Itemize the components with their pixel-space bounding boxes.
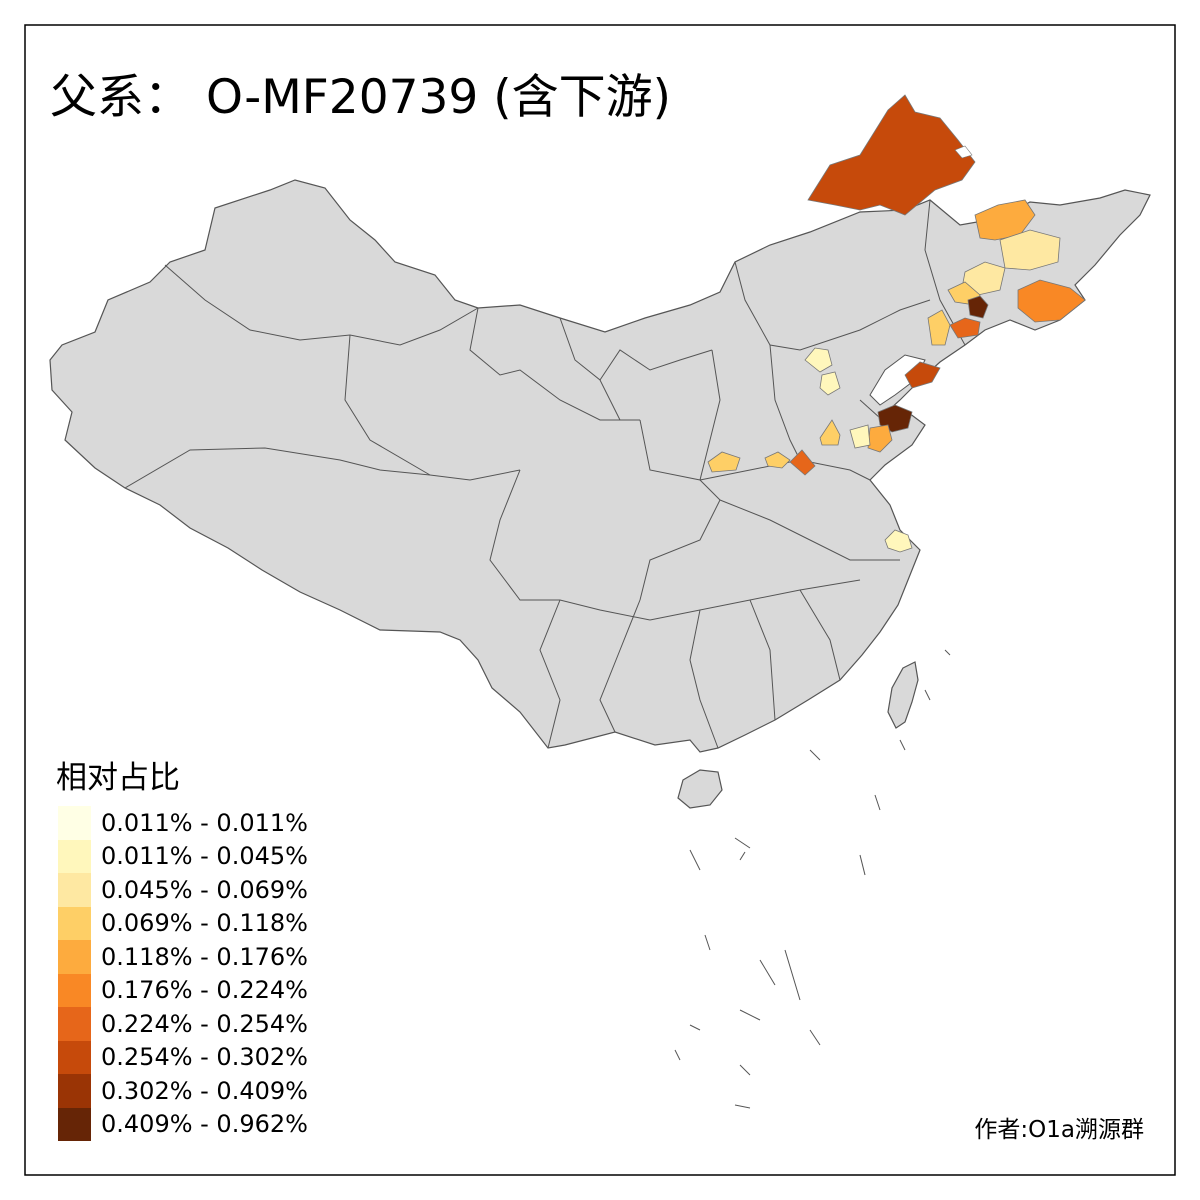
legend-swatch: [58, 940, 91, 974]
region-qiqihar: [974, 199, 1036, 241]
legend-label: 0.302% - 0.409%: [101, 1076, 308, 1105]
region-shenyang: [949, 317, 981, 339]
region-suzhou: [884, 529, 913, 553]
legend-swatch: [58, 1074, 91, 1108]
legend-row: 0.069% - 0.118%: [58, 906, 308, 940]
highlighted-regions: [707, 94, 1086, 553]
legend-label: 0.176% - 0.224%: [101, 976, 308, 1005]
legend-label: 0.045% - 0.069%: [101, 875, 308, 904]
legend-swatch: [58, 973, 91, 1007]
region-songyuan: [967, 295, 989, 319]
taiwan-island: [887, 661, 919, 729]
hainan-island: [677, 769, 723, 809]
author-credit: 作者:O1a溯源群: [974, 1117, 1144, 1143]
region-mudanjiang: [1017, 279, 1086, 323]
legend-swatch: [58, 906, 91, 940]
legend-swatch: [58, 1107, 91, 1141]
province-boundaries: [124, 199, 966, 749]
legend-label: 0.069% - 0.118%: [101, 909, 308, 938]
region-henan-east: [789, 449, 816, 476]
legend-row: 0.118% - 0.176%: [58, 940, 308, 974]
region-weifang: [849, 424, 871, 449]
legend-label: 0.409% - 0.962%: [101, 1110, 308, 1139]
legend-row: 0.176% - 0.224%: [58, 973, 308, 1007]
region-henan-mid: [764, 451, 791, 469]
legend-label: 0.254% - 0.302%: [101, 1043, 308, 1072]
legend-row: 0.045% - 0.069%: [58, 873, 308, 907]
legend-swatch: [58, 806, 91, 840]
legend-row: 0.011% - 0.045%: [58, 839, 308, 873]
legend-label: 0.011% - 0.011%: [101, 808, 308, 837]
region-taiyuan: [819, 371, 841, 396]
map-title: 父系： O-MF20739 (含下游): [50, 70, 671, 125]
region-datong: [804, 347, 833, 373]
legend-label: 0.224% - 0.254%: [101, 1009, 308, 1038]
legend-swatch: [58, 1007, 91, 1041]
legend-swatch: [58, 1040, 91, 1074]
region-dalian: [904, 361, 941, 389]
region-liaoning-west: [927, 309, 951, 346]
legend-row: 0.224% - 0.254%: [58, 1007, 308, 1041]
legend-row: 0.409% - 0.962%: [58, 1107, 308, 1141]
legend-label: 0.118% - 0.176%: [101, 942, 308, 971]
legend-label: 0.011% - 0.045%: [101, 842, 308, 871]
region-jinan: [819, 419, 841, 446]
legend-row: 0.302% - 0.409%: [58, 1074, 308, 1108]
legend-swatch: [58, 873, 91, 907]
legend-row: 0.254% - 0.302%: [58, 1040, 308, 1074]
legend-row: 0.011% - 0.011%: [58, 806, 308, 840]
lake-hulun: [954, 145, 973, 159]
legend: 0.011% - 0.011% 0.011% - 0.045% 0.045% -…: [58, 806, 308, 1141]
legend-title: 相对占比: [56, 760, 180, 796]
south-china-sea-islands: [674, 649, 951, 1109]
legend-swatch: [58, 839, 91, 873]
region-henan-west: [707, 451, 741, 473]
